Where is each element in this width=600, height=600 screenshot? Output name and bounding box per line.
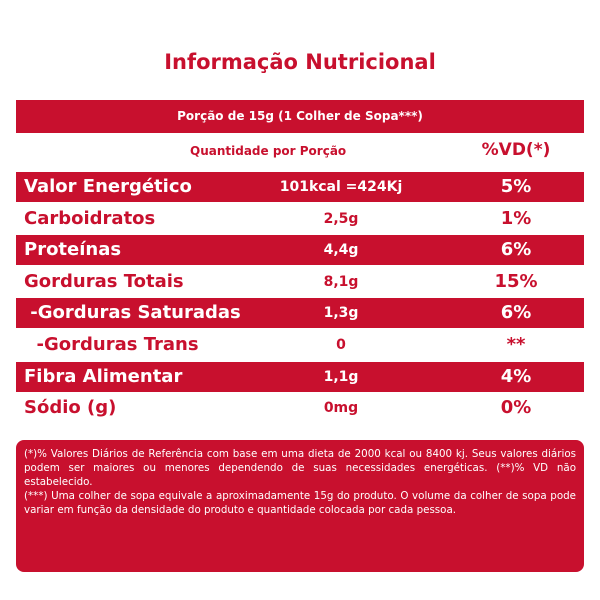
table-row: Carboidratos 2,5g 1% bbox=[16, 204, 584, 234]
amount: 1,3g bbox=[323, 305, 359, 322]
daily-value: 6% bbox=[500, 239, 532, 261]
daily-value: 5% bbox=[500, 176, 532, 197]
table-row: Sódio (g) 0mg 0% bbox=[16, 393, 584, 423]
table-row: -Gorduras Saturadas 1,3g 6% bbox=[16, 298, 584, 329]
footnote: (***) Uma colher de sopa equivale a apro… bbox=[24, 490, 576, 516]
nutrient: Carboidratos bbox=[24, 207, 156, 229]
table-row: Fibra Alimentar 1,1g 4% bbox=[16, 361, 584, 392]
nutrient: Proteínas bbox=[24, 239, 122, 261]
amount: 1,1g bbox=[323, 368, 359, 385]
table-row: Proteínas 4,4g 6% bbox=[16, 235, 584, 266]
footnotes: (*)% Valores Diários de Referência com b… bbox=[16, 440, 584, 572]
portion: Porção de 15g (1 Colher de Sopa***) bbox=[16, 100, 584, 133]
table-row: -Gorduras Trans 0 ** bbox=[16, 330, 584, 360]
column-header: Quantidade por Porção bbox=[190, 144, 347, 158]
daily-value: 0% bbox=[500, 397, 532, 419]
amount: 2,5g bbox=[323, 210, 359, 227]
amount: 0mg bbox=[323, 400, 359, 417]
daily-value: 4% bbox=[500, 365, 532, 387]
amount: 0 bbox=[336, 337, 346, 353]
amount: 8,1g bbox=[323, 273, 359, 290]
title: Informação Nutricional bbox=[164, 50, 436, 74]
nutrient: Gorduras Totais bbox=[24, 270, 184, 292]
daily-value: 1% bbox=[500, 207, 532, 229]
amount: 4,4g bbox=[323, 242, 359, 259]
amount: 101kcal =424Kj bbox=[279, 179, 403, 195]
table-row: Valor Energético 101kcal =424Kj 5% bbox=[16, 172, 584, 202]
nutrient: Fibra Alimentar bbox=[24, 365, 183, 387]
footnote: (*)% Valores Diários de Referência com b… bbox=[24, 448, 576, 488]
daily-value: ** bbox=[506, 334, 526, 355]
daily-value: 15% bbox=[494, 270, 538, 292]
table-row: Gorduras Totais 8,1g 15% bbox=[16, 267, 584, 297]
daily-value: 6% bbox=[500, 302, 532, 324]
column-header: %VD(*) bbox=[481, 140, 551, 160]
nutrient: Sódio (g) bbox=[24, 397, 117, 419]
nutrient: -Gorduras Trans bbox=[24, 334, 199, 355]
nutrient: -Gorduras Saturadas bbox=[24, 302, 241, 324]
nutrient: Valor Energético bbox=[24, 176, 192, 197]
